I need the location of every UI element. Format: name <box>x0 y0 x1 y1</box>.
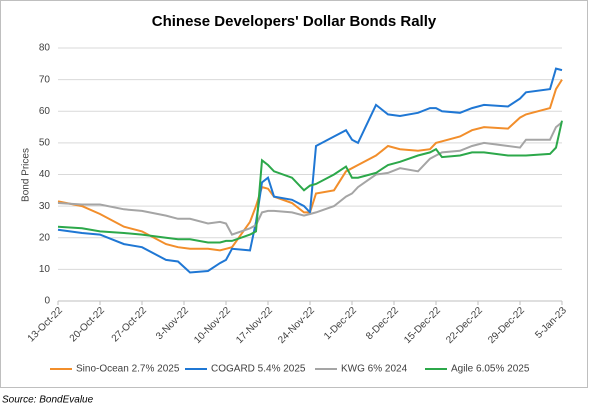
series-line <box>57 121 563 236</box>
series-line <box>57 79 563 252</box>
y-tick-label: 30 <box>39 201 51 212</box>
series-line <box>57 67 563 274</box>
y-tick-label: 10 <box>39 264 51 275</box>
legend-label: KWG 6% 2024 <box>341 364 408 375</box>
y-axis-label: Bond Prices <box>21 148 32 202</box>
legend-label: COGARD 5.4% 2025 <box>211 364 306 375</box>
chart-title: Chinese Developers' Dollar Bonds Rally <box>152 13 437 30</box>
y-tick-label: 40 <box>39 169 51 180</box>
y-tick-label: 50 <box>39 138 51 149</box>
legend-label: Sino-Ocean 2.7% 2025 <box>76 364 180 375</box>
legend-label: Agile 6.05% 2025 <box>451 364 530 375</box>
y-tick-label: 70 <box>39 74 51 85</box>
y-tick-label: 20 <box>39 232 51 243</box>
y-tick-label: 80 <box>39 43 51 54</box>
source: Source: BondEvalue <box>2 395 94 406</box>
chart-frame <box>0 0 588 388</box>
legend: Sino-Ocean 2.7% 2025 COGARD 5.4% 2025 KWG … <box>50 364 530 375</box>
y-tick-label: 0 <box>44 296 50 307</box>
y-tick-label: 60 <box>39 106 51 117</box>
series-line <box>57 120 563 244</box>
